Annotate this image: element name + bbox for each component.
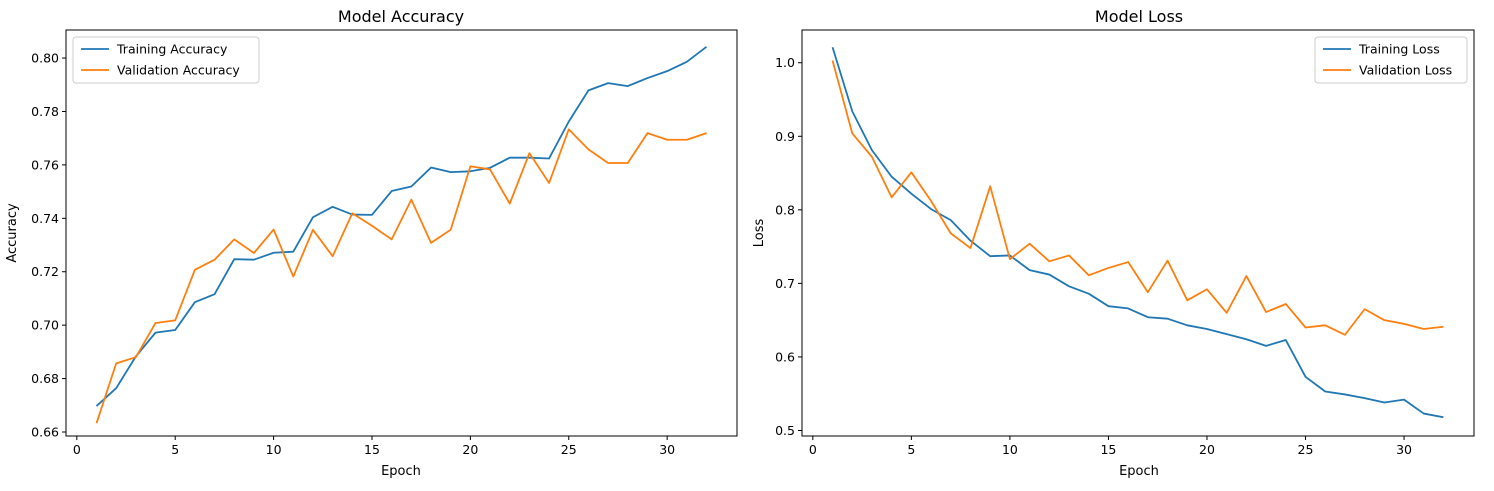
loss-x-tick-label-5: 25	[1298, 442, 1314, 457]
accuracy-x-tick-label-6: 30	[659, 442, 675, 457]
accuracy-y-tick-label-2: 0.70	[31, 318, 59, 333]
loss-lines	[831, 47, 1444, 419]
accuracy-x-tick-label-0: 0	[73, 442, 81, 457]
loss-y-tick-label-5: 1.0	[775, 55, 795, 70]
accuracy-x-tick-label-3: 15	[364, 442, 380, 457]
loss-y-tick-label-4: 0.9	[775, 129, 795, 144]
loss-x-tick-label-3: 15	[1100, 442, 1116, 457]
loss-legend-label-validation: Validation Loss	[1359, 63, 1452, 78]
loss-x-tick-label-4: 20	[1199, 442, 1215, 457]
accuracy-y-tick-label-6: 0.78	[31, 104, 59, 119]
accuracy-y-tick-label-7: 0.80	[31, 51, 59, 66]
loss-x-axis-label: Epoch	[1119, 464, 1159, 479]
loss-chart-title: Model Loss	[1095, 7, 1183, 26]
loss-y-tick-label-2: 0.7	[775, 276, 795, 291]
accuracy-x-tick-label-4: 20	[462, 442, 478, 457]
loss-series-line-training	[831, 47, 1444, 419]
loss-y-axis-label: Loss	[752, 219, 767, 248]
accuracy-lines	[95, 46, 708, 424]
loss-series-line-validation	[831, 60, 1444, 336]
loss-x-tick-label-2: 10	[1002, 442, 1018, 457]
loss-x-tick-label-6: 30	[1396, 442, 1412, 457]
loss-legend-box	[1314, 36, 1468, 84]
accuracy-ticks: 0 5 10 15 20 25 30 0.66 0.68 0.70 0.72 0.74 0.76 0.78…	[31, 51, 675, 457]
loss-legend: Training Loss Validation Loss	[1314, 36, 1468, 84]
loss-legend-label-training: Training Loss	[1358, 42, 1440, 57]
loss-x-tick-label-0: 0	[809, 442, 817, 457]
accuracy-y-tick-label-0: 0.66	[31, 424, 59, 439]
accuracy-chart-title: Model Accuracy	[338, 7, 464, 26]
accuracy-legend-label-validation: Validation Accuracy	[117, 63, 240, 78]
accuracy-y-tick-label-3: 0.72	[31, 264, 59, 279]
loss-y-tick-label-0: 0.5	[775, 423, 795, 438]
accuracy-y-tick-label-1: 0.68	[31, 371, 59, 386]
loss-x-tick-label-1: 5	[907, 442, 915, 457]
accuracy-x-tick-label-1: 5	[171, 442, 179, 457]
accuracy-legend-label-training: Training Accuracy	[116, 42, 228, 57]
accuracy-x-tick-label-2: 10	[266, 442, 282, 457]
accuracy-chart: Model Accuracy Epoch Accuracy 0 5 10 15 20 25…	[5, 7, 738, 479]
accuracy-y-axis-label: Accuracy	[5, 203, 20, 263]
accuracy-series-line-validation	[95, 128, 707, 424]
accuracy-y-tick-label-4: 0.74	[31, 211, 59, 226]
accuracy-x-tick-label-5: 25	[561, 442, 577, 457]
loss-y-tick-label-1: 0.6	[775, 349, 795, 364]
loss-y-tick-label-3: 0.8	[775, 202, 795, 217]
loss-chart: Model Loss Epoch Loss 0 5 10 15 20 25 30 0.5 0.6…	[752, 7, 1475, 479]
accuracy-plot-frame	[65, 29, 738, 437]
accuracy-series-line-training	[95, 46, 708, 407]
accuracy-legend-box	[72, 36, 260, 84]
accuracy-x-axis-label: Epoch	[381, 464, 421, 479]
loss-ticks: 0 5 10 15 20 25 30 0.5 0.6 0.7 0.8 0.9 1.0	[775, 55, 1412, 457]
accuracy-y-tick-label-5: 0.76	[31, 157, 59, 172]
loss-plot-frame	[801, 29, 1475, 437]
accuracy-legend: Training Accuracy Validation Accuracy	[72, 36, 260, 84]
